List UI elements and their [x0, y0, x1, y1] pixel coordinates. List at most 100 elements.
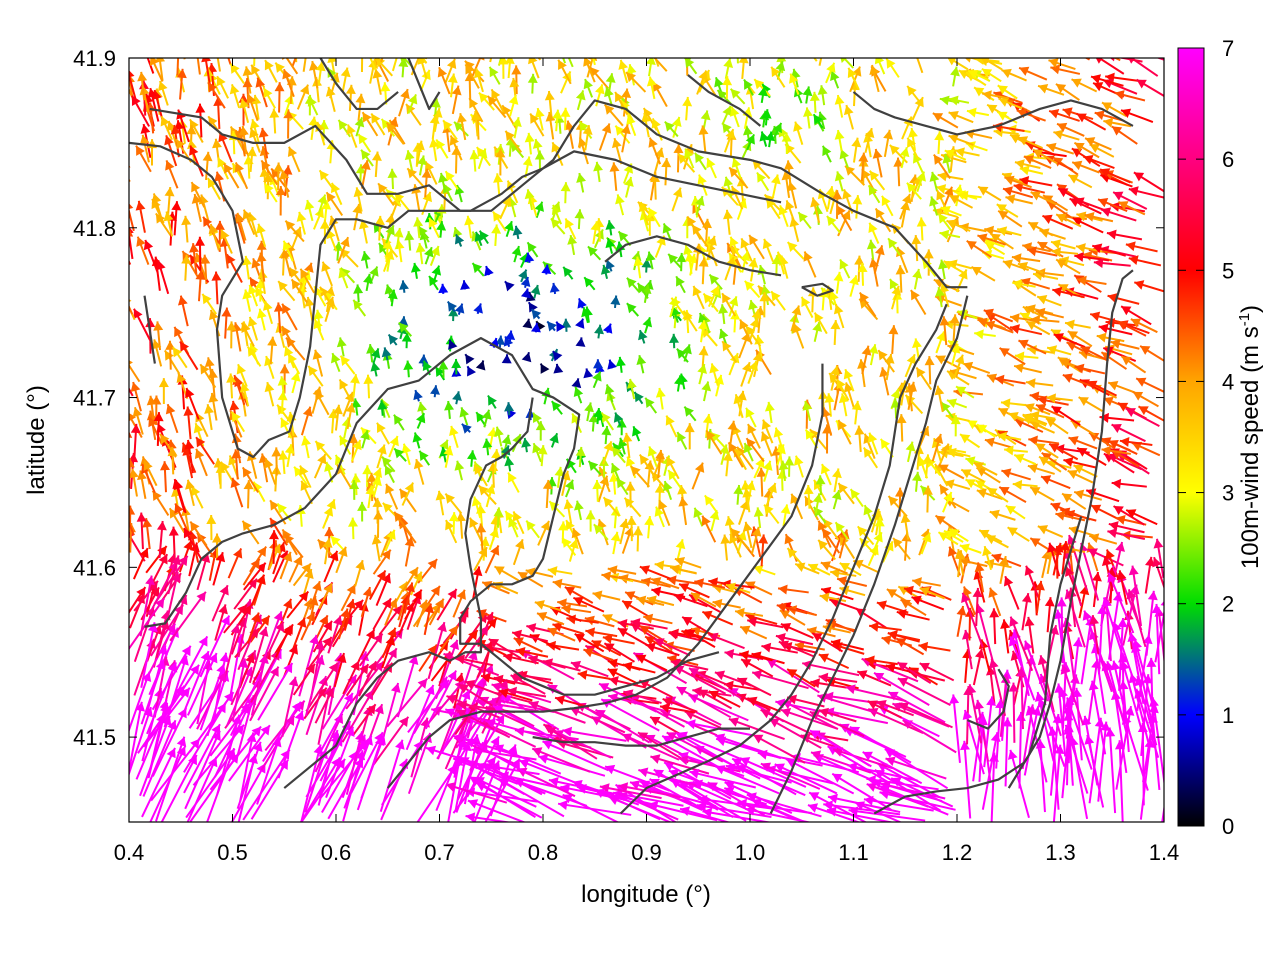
- wind-arrow-shaft: [111, 277, 127, 306]
- wind-arrow: [908, 30, 921, 54]
- wind-arrow-head: [464, 31, 473, 41]
- wind-arrow-head: [912, 48, 921, 58]
- wind-arrow-shaft: [669, 29, 673, 55]
- wind-arrow: [886, 30, 896, 50]
- wind-arrow-head: [120, 72, 129, 82]
- wind-arrow-head: [140, 41, 149, 51]
- wind-arrow-head: [295, 39, 304, 49]
- wind-arrow-shaft: [657, 30, 675, 51]
- wind-arrow-shaft: [345, 31, 357, 56]
- wind-arrow-shaft: [386, 40, 402, 59]
- wind-arrow-head: [636, 35, 646, 45]
- wind-arrow-head: [116, 333, 126, 343]
- wind-arrow-head: [787, 34, 797, 43]
- wind-arrow-shaft: [1123, 653, 1124, 720]
- wind-arrow-head: [820, 30, 830, 40]
- wind-arrow-shaft: [870, 30, 874, 57]
- wind-arrow: [342, 40, 352, 58]
- wind-arrow-head: [344, 31, 353, 41]
- wind-arrow: [958, 44, 984, 56]
- wind-arrow: [657, 30, 675, 51]
- wind-arrow: [468, 29, 484, 51]
- wind-arrow-head: [192, 45, 202, 55]
- wind-arrow-shaft: [308, 30, 318, 53]
- wind-arrow: [787, 34, 797, 56]
- wind-arrow-shaft: [539, 25, 544, 50]
- wind-arrow-shaft: [343, 40, 352, 58]
- wind-arrow-shaft: [889, 30, 892, 50]
- wind-arrow-shaft: [958, 45, 984, 56]
- wind-arrow-head: [291, 36, 301, 45]
- wind-arrow: [386, 40, 402, 59]
- wind-arrow-shaft: [629, 33, 644, 57]
- wind-arrow-head: [657, 30, 667, 40]
- wind-arrow-head: [648, 43, 657, 53]
- wind-arrow-shaft: [581, 26, 591, 52]
- wind-arrow-shaft: [908, 30, 920, 54]
- wind-arrow-head: [109, 413, 118, 423]
- wind-arrow-shaft: [636, 35, 651, 52]
- wind-arrow-shaft: [426, 34, 432, 59]
- wind-arrow-head: [392, 48, 402, 58]
- wind-arrow-shaft: [109, 413, 125, 444]
- wind-arrow-head: [776, 53, 786, 62]
- wind-arrow-head: [908, 30, 917, 40]
- wind-arrow-head: [489, 37, 499, 47]
- wind-arrow-head: [538, 25, 548, 35]
- wind-arrow: [344, 31, 357, 56]
- wind-arrow-shaft: [114, 157, 130, 182]
- wind-arrow-head: [579, 26, 588, 36]
- wind-arrow-head: [212, 45, 222, 55]
- wind-arrow-head: [425, 34, 435, 44]
- wind-arrow-head: [686, 39, 696, 48]
- wind-arrow-head: [886, 30, 896, 40]
- wind-arrow-head: [497, 46, 507, 56]
- wind-arrow: [666, 29, 676, 55]
- wind-arrow: [260, 30, 270, 52]
- wind-arrow-head: [383, 35, 392, 45]
- wind-arrow: [111, 277, 127, 306]
- wind-arrow-head: [682, 48, 692, 57]
- wind-arrow-head: [260, 30, 270, 40]
- wind-arrow: [307, 30, 318, 53]
- wind-arrow-shaft: [119, 333, 124, 361]
- wind-arrow-head: [342, 40, 351, 50]
- wind-arrow-head: [116, 365, 125, 375]
- wind-arrow-head: [111, 277, 120, 287]
- wind-arrow: [820, 30, 830, 50]
- wind-arrow-shaft: [690, 39, 692, 59]
- wind-arrow-shaft: [126, 429, 128, 461]
- wind-arrow-head: [556, 44, 565, 54]
- wind-arrow-head: [114, 157, 123, 167]
- wind-arrow: [636, 35, 651, 52]
- wind-arrow-head: [219, 35, 228, 45]
- wind-arrow-head: [629, 33, 638, 43]
- wind-arrow: [114, 157, 130, 182]
- wind-arrow-head: [666, 29, 676, 39]
- wind-arrow-head: [119, 287, 128, 297]
- wind-arrow-head: [468, 29, 477, 39]
- wind-arrow: [109, 413, 125, 444]
- wind-arrow-shaft: [466, 31, 476, 58]
- plot-area: [108, 22, 1179, 829]
- wind-arrow: [425, 34, 435, 59]
- wind-arrow: [629, 33, 644, 57]
- wind-arrow-head: [250, 43, 260, 52]
- wind-arrow-head: [307, 30, 316, 40]
- wind-arrow: [579, 26, 590, 52]
- wind-arrow: [538, 25, 548, 50]
- wind-arrow-head: [1062, 45, 1072, 54]
- wind-arrow-shaft: [792, 34, 793, 56]
- wind-arrow-shaft: [468, 29, 484, 51]
- wind-arrow: [116, 333, 126, 361]
- wind-arrow-head: [769, 41, 778, 51]
- wind-arrow: [686, 39, 696, 59]
- wind-arrow-head: [386, 40, 396, 50]
- wind-arrow-shaft: [264, 30, 268, 52]
- wind-arrow-shaft: [823, 30, 827, 50]
- wind-arrow: [867, 30, 877, 57]
- wind-arrow-head: [1093, 47, 1103, 56]
- wind-arrow-head: [958, 44, 968, 53]
